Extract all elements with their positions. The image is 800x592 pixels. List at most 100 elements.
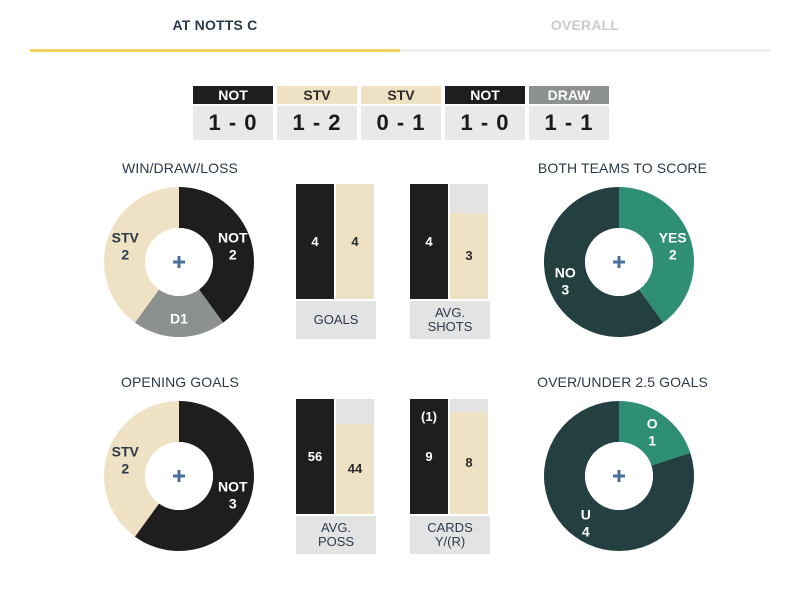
not-bar-track	[296, 399, 334, 514]
donut-slice-label: O	[647, 415, 658, 431]
donut-slice-not[interactable]	[179, 187, 254, 323]
not-red-cards-value: (1)	[421, 409, 437, 424]
caption-line: CARDS	[427, 520, 473, 535]
result-team-tag: STV	[277, 86, 357, 104]
tab-bar: AT NOTTS C OVERALL	[30, 0, 770, 52]
over-under-title: OVER/UNDER 2.5 GOALS	[537, 374, 708, 390]
result-team-tag: NOT	[193, 86, 273, 104]
not-bar	[410, 184, 448, 299]
result-team-tag: STV	[361, 86, 441, 104]
stv-value: 4	[351, 233, 359, 249]
donut-slice-stv[interactable]	[104, 401, 179, 537]
caption-line: AVG.	[320, 520, 352, 535]
tab-at-notts-c[interactable]: AT NOTTS C	[30, 0, 400, 52]
caption-line: GOALS	[313, 312, 359, 327]
avg-possession-caption: AVG. POSS	[296, 516, 376, 554]
stv-bar	[336, 184, 374, 299]
result-score: 1 - 1	[529, 106, 609, 140]
plus-icon[interactable]	[613, 256, 625, 268]
donut-slice-label: STV	[112, 230, 140, 246]
result-card: STV 1 - 2	[277, 86, 357, 140]
stv-value: 8	[465, 455, 473, 470]
goals-bars: 4 4	[296, 184, 376, 299]
win-draw-loss-donut[interactable]: NOT 2 D1 STV 2	[104, 187, 254, 337]
donut-slice-label: STV	[112, 444, 140, 460]
donut-slice-value: 2	[121, 247, 129, 263]
not-bar	[410, 399, 448, 514]
result-team-tag: NOT	[445, 86, 525, 104]
result-card: NOT 1 - 0	[193, 86, 273, 140]
tab-overall[interactable]: OVERALL	[400, 0, 770, 52]
stv-value: 3	[465, 248, 473, 263]
result-card: NOT 1 - 0	[445, 86, 525, 140]
donut-slice-label: U	[581, 507, 591, 523]
donut-slice-value: 2	[669, 247, 677, 263]
donut-slice-stv[interactable]	[104, 187, 179, 323]
donut-slice-value: 3	[229, 495, 237, 511]
recent-results: NOT 1 - 0 STV 1 - 2 STV 0 - 1 NOT 1 - 0 …	[193, 86, 609, 140]
donut-slice-value: 2	[121, 461, 129, 477]
caption-line: POSS	[317, 534, 355, 549]
donut-slice-value: 4	[582, 524, 590, 540]
not-bar-track	[296, 184, 334, 299]
donut-slice-label: NOT	[218, 478, 248, 494]
stv-bar-track	[336, 399, 374, 514]
not-value: 4	[311, 233, 319, 249]
plus-icon[interactable]	[173, 470, 185, 482]
caption-line: AVG.	[434, 305, 466, 320]
stv-bar-track	[336, 184, 374, 299]
donut-slice-d[interactable]	[134, 289, 224, 337]
result-score: 0 - 1	[361, 106, 441, 140]
stv-bar	[336, 424, 374, 514]
donut-slice-value: 2	[229, 247, 237, 263]
result-score: 1 - 0	[193, 106, 273, 140]
result-score: 1 - 0	[445, 106, 525, 140]
donut-slice-label: D1	[170, 311, 188, 327]
caption-line: Y/(R)	[434, 534, 466, 549]
result-card: STV 0 - 1	[361, 86, 441, 140]
donut-slice-label: YES	[659, 230, 687, 246]
donut-slice-o[interactable]	[619, 401, 691, 466]
both-teams-to-score-title: BOTH TEAMS TO SCORE	[537, 160, 708, 176]
result-team-tag: DRAW	[529, 86, 609, 104]
plus-icon[interactable]	[173, 256, 185, 268]
not-value: 56	[307, 448, 323, 464]
win-draw-loss-title: WIN/DRAW/LOSS	[122, 160, 238, 176]
possession-bars: 56 44	[296, 399, 376, 514]
stv-bar	[450, 412, 488, 514]
donut-slice-label: NO	[555, 264, 576, 280]
both-teams-to-score-donut[interactable]: YES 2 NO 3	[544, 187, 694, 337]
not-value: 4	[425, 233, 433, 249]
goals-caption: GOALS	[296, 301, 376, 339]
donut-slice-label: NOT	[218, 230, 248, 246]
stv-value: 44	[347, 461, 363, 476]
result-score: 1 - 2	[277, 106, 357, 140]
not-bar-track	[410, 184, 448, 299]
avg-shots-caption: AVG. SHOTS	[410, 301, 490, 339]
stv-bar-track	[450, 399, 488, 514]
not-bar	[296, 399, 334, 514]
not-bar	[296, 184, 334, 299]
donut-slice-u[interactable]	[544, 401, 694, 551]
donut-slice-value: 3	[561, 281, 569, 297]
donut-slice-yes[interactable]	[619, 187, 694, 323]
opening-goals-title: OPENING GOALS	[121, 374, 239, 390]
plus-icon[interactable]	[613, 470, 625, 482]
cards-bars: (1) 9 8	[410, 399, 490, 514]
stv-bar-track	[450, 184, 488, 299]
donut-svg: O1 U4	[544, 401, 694, 551]
donut-slice-not[interactable]	[134, 401, 254, 551]
donut-slice-value: 1	[648, 432, 656, 448]
stv-bar	[450, 213, 488, 299]
caption-line: SHOTS	[427, 319, 473, 334]
cards-caption: CARDS Y/(R)	[410, 516, 490, 554]
opening-goals-donut[interactable]: NOT 3 STV 2	[104, 401, 254, 551]
shots-bars: 4 3	[410, 184, 490, 299]
donut-slice-no[interactable]	[544, 187, 664, 337]
not-value: 9	[425, 448, 433, 464]
result-card: DRAW 1 - 1	[529, 86, 609, 140]
